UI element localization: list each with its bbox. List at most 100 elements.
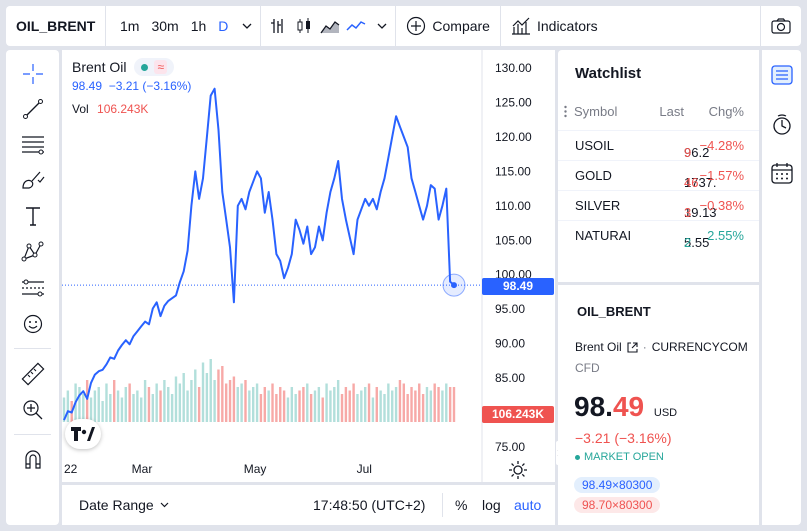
y-tick-label: 125.00 [495, 95, 532, 109]
price-main: 98. [574, 391, 613, 422]
watchlist-tab-icon[interactable] [762, 60, 801, 90]
volume-bar [282, 390, 286, 422]
volume-bar [85, 380, 89, 422]
clock-time[interactable]: 17:48:50 (UTC+2) [313, 497, 426, 513]
watchlist-row[interactable]: NATURAI 5.55 2 2.55% [558, 220, 759, 250]
chart-pane[interactable]: 130.00 125.00 120.00 115.00 110.00 105.00 100.… [62, 50, 555, 482]
header-last[interactable]: Last [659, 104, 684, 119]
volume-bar [263, 387, 266, 422]
interval-30m[interactable]: 30m [151, 18, 179, 34]
x-tick-label: Mar [132, 462, 153, 476]
header-chg[interactable]: Chg% [708, 104, 744, 119]
details-exchange[interactable]: CURRENCYCOM [651, 340, 748, 354]
emoji-icon[interactable] [6, 310, 59, 338]
volume-bar [267, 390, 270, 422]
area-chart-icon[interactable] [317, 6, 343, 46]
interval-1h[interactable]: 1h [190, 18, 207, 34]
market-status-label: MARKET OPEN [584, 451, 664, 463]
interval-1m[interactable]: 1m [120, 18, 140, 34]
y-tick-label: 105.00 [495, 233, 532, 247]
volume-bar [383, 394, 386, 422]
volume-bar [128, 383, 131, 422]
divider [14, 434, 51, 435]
price-currency: USD [653, 407, 678, 419]
magnet-icon[interactable] [6, 445, 59, 473]
symbol-details-panel: OIL_BRENT Brent Oil · CURRENCYCOM CFD 98… [558, 285, 759, 525]
prediction-icon[interactable] [6, 274, 59, 302]
volume-bar [151, 394, 155, 422]
bars-chart-icon[interactable] [265, 6, 291, 46]
chevron-down-icon[interactable] [234, 6, 260, 46]
watchlist-panel: Watchlist Symbol Last Chg% USOIL 96.2 9 −4.… [558, 50, 759, 282]
header-symbol[interactable]: Symbol [574, 104, 618, 119]
volume-bar [112, 380, 116, 422]
calendar-icon[interactable] [762, 158, 801, 188]
open-dot-icon [141, 63, 149, 71]
symbol-search-button[interactable]: OIL_BRENT [6, 6, 106, 46]
watchlist-row[interactable]: USOIL 96.2 9 −4.28% [558, 130, 759, 160]
camera-icon[interactable] [761, 6, 801, 46]
row-last-tail: 46 [684, 175, 699, 190]
log-scale-toggle[interactable]: log [482, 497, 501, 513]
volume-bar [410, 387, 413, 422]
volume-bar [298, 390, 301, 422]
percent-scale-toggle[interactable]: % [455, 497, 468, 513]
tradingview-logo[interactable] [65, 419, 101, 449]
external-link-icon[interactable] [627, 341, 638, 353]
row-last-main: 5.55 [684, 235, 710, 250]
text-tool-icon[interactable] [6, 202, 59, 230]
candles-chart-icon[interactable] [291, 6, 317, 46]
brush-icon[interactable] [6, 166, 59, 194]
series-name[interactable]: Brent Oil [72, 59, 127, 75]
bullet-separator: · [642, 340, 647, 354]
interval-d[interactable]: D [218, 18, 229, 34]
volume-bar [360, 390, 363, 422]
drag-handle-icon[interactable] [564, 105, 567, 121]
volume-bar [101, 401, 104, 422]
ask-badge[interactable]: 98.70×80300 [574, 497, 661, 513]
chevron-down-icon[interactable] [369, 6, 395, 46]
indicators-button[interactable]: Indicators [501, 6, 608, 46]
volume-bar [120, 397, 124, 422]
watchlist-row[interactable]: SILVER 19.13 3 −0.38% [558, 190, 759, 220]
price-chart[interactable]: 130.00125.00120.00115.00110.00105.00100.… [62, 50, 555, 482]
row-last-main: 19.13 [684, 205, 717, 220]
alerts-clock-icon[interactable] [762, 110, 801, 140]
ruler-icon[interactable] [6, 360, 59, 388]
compare-button[interactable]: Compare [396, 6, 500, 46]
volume-bar [248, 390, 251, 422]
watchlist-title[interactable]: Watchlist [575, 65, 642, 82]
top-toolbar: OIL_BRENT 1m 30m 1h D Compare [6, 6, 801, 46]
volume-bar [167, 387, 170, 422]
volume-bar [197, 387, 201, 422]
y-tick-label: 95.00 [495, 302, 525, 316]
volume-bar [325, 383, 328, 422]
fib-retracement-icon[interactable] [6, 130, 59, 158]
pattern-icon[interactable] [6, 238, 59, 266]
trend-line-icon[interactable] [6, 95, 59, 123]
zoom-in-icon[interactable] [6, 396, 59, 424]
row-chg: −0.38% [699, 198, 744, 213]
row-symbol: GOLD [575, 168, 612, 183]
volume-bar [379, 390, 382, 422]
bid-badge[interactable]: 98.49×80300 [574, 477, 661, 493]
auto-scale-toggle[interactable]: auto [514, 497, 542, 513]
watchlist-row[interactable]: GOLD 1737. 46 −1.57% [558, 160, 759, 190]
date-range-button[interactable]: Date Range [79, 497, 169, 513]
crosshair-icon[interactable] [6, 60, 59, 88]
divider [260, 6, 262, 46]
volume-bar [147, 387, 151, 422]
market-status-pill[interactable]: ≈ [134, 58, 175, 76]
volume-bar [306, 383, 309, 422]
volume-bar [132, 394, 135, 422]
details-symbol[interactable]: OIL_BRENT [577, 304, 651, 319]
y-tick-label: 90.00 [495, 337, 525, 351]
volume-bar [402, 383, 406, 422]
line-chart-icon[interactable] [343, 6, 369, 46]
gear-icon[interactable] [508, 460, 528, 480]
x-tick-label: May [244, 462, 267, 476]
price-tail: 49 [612, 391, 645, 422]
row-chg: −4.28% [699, 138, 744, 153]
divider [395, 6, 397, 46]
volume-bar [209, 359, 212, 422]
